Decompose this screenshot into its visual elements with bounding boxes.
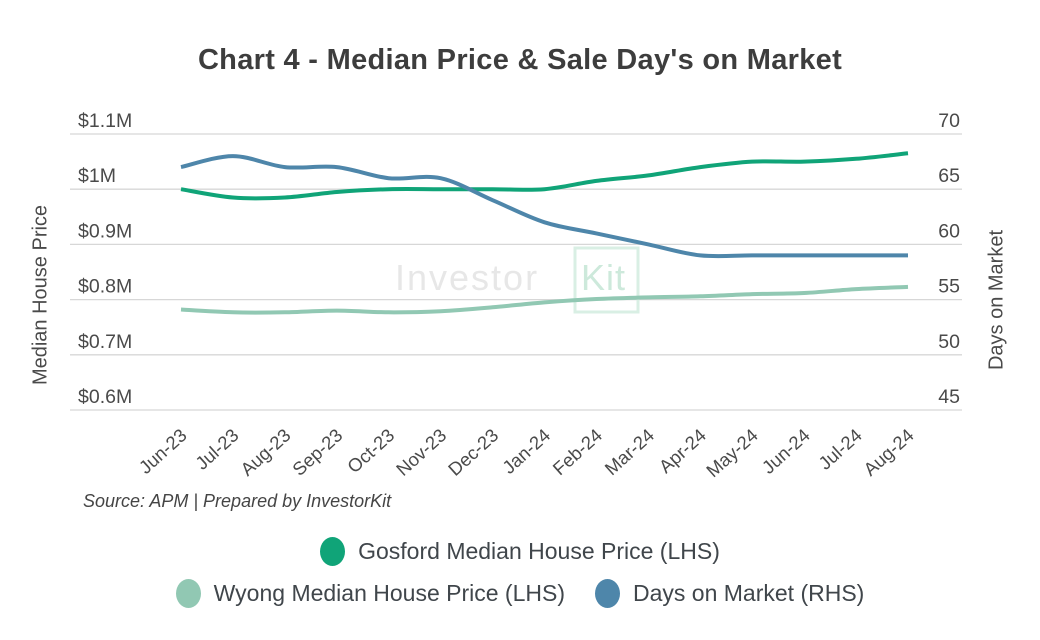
legend-label-days-on-market: Days on Market (RHS): [633, 580, 865, 606]
x-axis-label: Jun-23: [135, 424, 191, 477]
x-axis-label: Oct-23: [343, 424, 398, 477]
chart-legend: Gosford Median House Price (LHS) Wyong M…: [0, 537, 1040, 608]
right-axis-tick-label: 45: [938, 386, 960, 408]
right-axis-tick-label: 70: [938, 110, 960, 132]
legend-item-days-on-market: Days on Market (RHS): [595, 579, 864, 608]
axis-tick-labels: $1.1M $1M $0.9M $0.8M $0.7M $0.6M 70 65 60 55 50 45: [78, 110, 960, 408]
left-axis-tick-label: $0.8M: [78, 276, 132, 298]
days-on-market-series-marker-icon: [595, 579, 620, 608]
right-axis-title: Days on Market: [985, 229, 1008, 371]
right-axis-tick-label: 60: [938, 220, 960, 242]
legend-item-wyong: Wyong Median House Price (LHS): [175, 579, 565, 608]
x-axis-label: Jan-24: [498, 424, 554, 477]
x-axis-label: Nov-23: [392, 424, 450, 480]
watermark-kit-box: [573, 246, 640, 314]
legend-row: Wyong Median House Price (LHS) Days on M…: [175, 579, 864, 608]
watermark-kit: Kit: [581, 257, 626, 298]
legend-label-gosford: Gosford Median House Price (LHS): [358, 538, 720, 564]
chart-title: Chart 4 - Median Price & Sale Day's on M…: [197, 44, 843, 76]
x-axis-label: Feb-24: [548, 424, 606, 479]
x-axis-label: Jun-24: [758, 424, 814, 477]
source-note: Source: APM | Prepared by InvestorKit: [83, 491, 392, 511]
x-axis-label: Sep-23: [288, 424, 346, 480]
watermark-investor: Investor: [395, 257, 539, 298]
x-axis-label: Apr-24: [655, 424, 710, 477]
chart-plot: $1.1M $1M $0.9M $0.8M $0.7M $0.6M 70 65 60 55 50 45…: [70, 110, 962, 481]
right-axis-tick-label: 50: [938, 331, 960, 353]
gridlines: [70, 133, 962, 411]
left-axis-tick-label: $0.7M: [78, 331, 132, 353]
watermark: Investor Kit: [395, 246, 640, 314]
legend-item-gosford: Gosford Median House Price (LHS): [320, 537, 720, 566]
x-axis-label: Aug-24: [859, 424, 917, 480]
legend-row: Gosford Median House Price (LHS): [320, 537, 720, 566]
x-axis-label: Aug-23: [236, 424, 294, 480]
x-axis-label: Mar-24: [600, 424, 658, 479]
gosford-series-marker-icon: [320, 537, 346, 566]
x-axis-labels: Jun-23 Jul-23Aug-23Sep-23Oct-23Nov-23Dec-…: [135, 424, 918, 481]
left-axis-tick-label: $1.1M: [78, 110, 132, 132]
series-line-days-on-market: [180, 154, 908, 259]
series-line-wyong: [180, 284, 909, 315]
left-axis-tick-label: $0.9M: [78, 220, 132, 242]
left-axis-title: Median House Price: [29, 204, 52, 386]
series-line-gosford: [180, 151, 909, 201]
wyong-series-marker-icon: [175, 579, 201, 608]
left-axis-tick-label: $1M: [78, 165, 116, 187]
left-axis-tick-label: $0.6M: [78, 386, 132, 408]
x-axis-label: Jul-23: [191, 424, 242, 473]
legend-label-wyong: Wyong Median House Price (LHS): [213, 580, 565, 606]
right-axis-tick-label: 65: [938, 165, 960, 187]
x-axis-label: May-24: [702, 424, 762, 481]
x-axis-label: Dec-23: [444, 424, 502, 480]
x-axis-label: Jul-24: [814, 424, 865, 473]
right-axis-tick-label: 55: [938, 276, 960, 298]
